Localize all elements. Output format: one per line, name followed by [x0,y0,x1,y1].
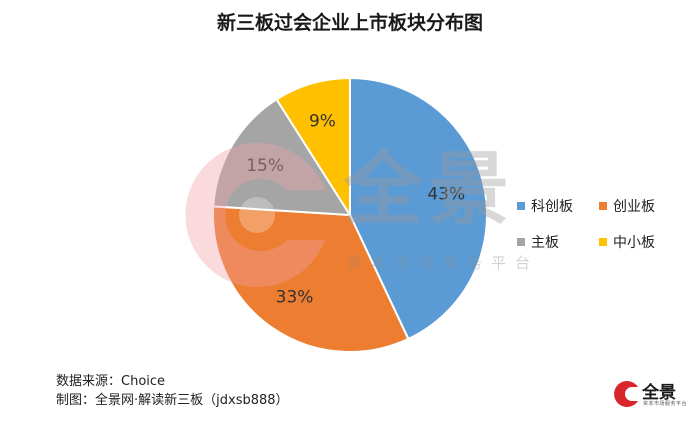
legend-item-3: 主板 [517,232,599,252]
source-note: 数据来源：Choice 制图：全景网·解读新三板（jdxsb888） [56,372,289,410]
chart-title: 新三板过会企业上市板块分布图 [216,12,483,34]
legend-label-3: 主板 [531,235,559,251]
brand-logo-icon [614,381,638,407]
pie-slice-1 [349,76,488,341]
legend-label-4: 中小板 [613,235,655,251]
pie-data-label-3: 15% [246,156,284,176]
pie-slice-3 [212,97,352,217]
legend: 科创板 创业板主板 中小板 [517,196,681,252]
legend-swatch-1 [517,202,525,210]
data-source-text: 数据来源：Choice [56,374,166,389]
pie-slice-2 [212,205,410,353]
legend-item-2: 创业板 [599,196,681,216]
chart-credit-text: 制图：全景网·解读新三板（jdxsb888） [56,393,289,408]
brand-logo-text: 全景 [642,383,676,403]
pie-data-label-4: 9% [309,111,336,131]
legend-swatch-4 [599,238,607,246]
pie-data-label-1: 43% [427,184,465,204]
legend-label-2: 创业板 [613,199,655,215]
brand-logo: 全景 资本市场服务平台 [612,378,692,414]
brand-logo-subtext: 资本市场服务平台 [643,401,688,407]
legend-label-1: 科创板 [531,199,573,215]
legend-item-4: 中小板 [599,232,681,252]
legend-swatch-3 [517,238,525,246]
legend-swatch-2 [599,202,607,210]
pie-slice-4 [275,76,351,219]
legend-item-1: 科创板 [517,196,599,216]
pie-data-label-2: 33% [276,288,314,308]
